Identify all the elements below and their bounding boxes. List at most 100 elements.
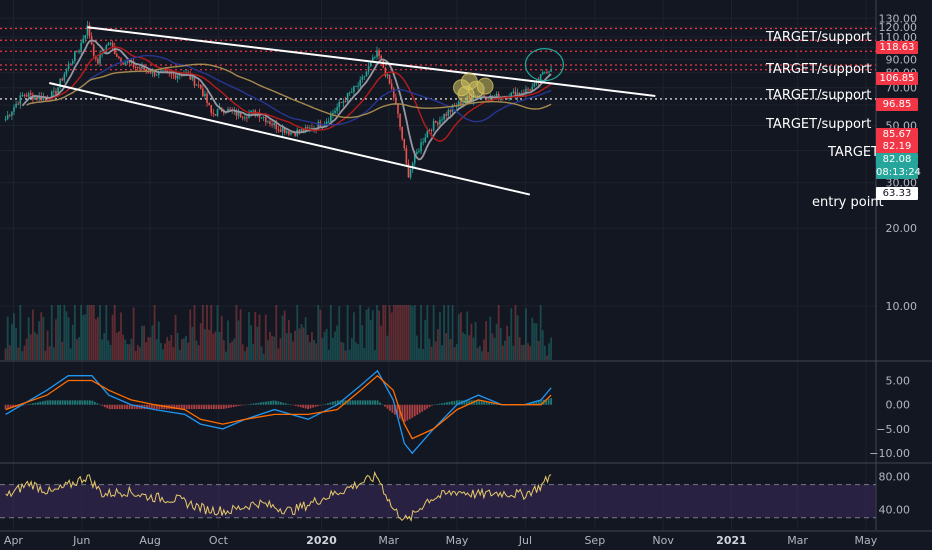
macd-histogram-bar	[274, 400, 277, 405]
price-tag-85: 85.67	[876, 128, 918, 141]
macd-panel	[4, 369, 553, 455]
volume-bar	[57, 305, 59, 360]
macd-histogram-bar	[257, 402, 260, 405]
volume-bar	[86, 305, 89, 360]
volume-bar	[424, 319, 427, 360]
volume-bar	[495, 323, 498, 360]
candle-body	[67, 64, 70, 70]
candle-body	[533, 83, 536, 87]
candle-body	[460, 101, 462, 106]
volume-bar	[218, 331, 221, 360]
macd-histogram-bar	[210, 404, 213, 410]
macd-histogram-bar	[81, 400, 84, 405]
candle-body	[405, 148, 408, 164]
volume-bar	[357, 344, 360, 360]
time-tick-label: Aug	[139, 534, 160, 547]
target-label-5: TARGET	[828, 145, 880, 160]
macd-histogram-bar	[155, 404, 158, 410]
macd-histogram-bar	[128, 404, 131, 410]
countdown-tag: 08:13:24	[876, 166, 921, 179]
macd-histogram-bar	[24, 404, 27, 406]
ma-blue-line	[26, 54, 552, 126]
candle-body	[262, 117, 265, 119]
candle-body	[78, 50, 80, 53]
candle-body	[155, 74, 158, 76]
volume-bar	[426, 305, 429, 360]
volume-bar	[420, 305, 422, 360]
volume-bar	[225, 351, 227, 360]
volume-bar	[359, 305, 362, 360]
macd-histogram-bar	[198, 404, 200, 410]
target-label-3: TARGET/support	[766, 88, 872, 103]
candle-body	[84, 34, 87, 39]
volume-bar	[497, 305, 500, 360]
volume-bar	[443, 305, 446, 360]
volume-bar	[105, 305, 108, 360]
volume-bar	[220, 315, 223, 360]
macd-histogram-bar	[443, 402, 446, 405]
volume-bar	[82, 314, 85, 360]
volume-bar	[97, 317, 99, 360]
volume-bar	[397, 305, 399, 360]
volume-bar	[428, 338, 431, 360]
volume-bar	[529, 346, 532, 360]
macd-histogram-bar	[133, 404, 136, 410]
candle-body	[17, 103, 19, 105]
candle-body	[298, 129, 301, 132]
volume-bar	[17, 347, 20, 360]
candle-body	[548, 71, 550, 73]
price-tag-82: 82.19	[876, 140, 918, 153]
candle-body	[334, 110, 336, 113]
volume-bar	[487, 352, 490, 360]
volume-bar	[308, 342, 311, 360]
candle-body	[485, 97, 487, 101]
candle-body	[546, 71, 548, 73]
volume-bar	[193, 305, 196, 360]
macd-histogram-bar	[364, 400, 367, 405]
volume-bar	[535, 323, 538, 360]
volume-bar	[470, 323, 473, 360]
macd-histogram-bar	[12, 404, 14, 408]
candle-body	[541, 72, 544, 75]
volume-bar	[296, 305, 299, 360]
candle-body	[520, 93, 523, 95]
macd-histogram-bar	[131, 404, 133, 410]
candle-body	[416, 152, 418, 155]
macd-histogram-bar	[230, 404, 233, 408]
macd-histogram-bar	[113, 404, 116, 410]
candle-body	[116, 54, 118, 57]
macd-histogram-bar	[183, 404, 186, 410]
volume-bar	[441, 345, 443, 360]
candle-body	[443, 114, 445, 120]
volume-bar	[508, 336, 511, 360]
volume-bar	[315, 343, 318, 360]
macd-histogram-bar	[478, 400, 481, 405]
macd-histogram-bar	[334, 400, 337, 405]
volume-bar	[367, 307, 370, 360]
volume-bar	[516, 315, 519, 360]
candle-body	[327, 121, 330, 123]
candle-body	[71, 60, 74, 64]
macd-histogram-bar	[175, 404, 178, 410]
candle-body	[76, 51, 78, 53]
volume-bar	[172, 347, 175, 360]
candle-body	[342, 101, 345, 103]
volume-bar	[42, 316, 45, 360]
volume-bar	[304, 317, 307, 360]
volume-bar	[231, 341, 234, 360]
candle-body	[34, 96, 36, 100]
candle-body	[162, 70, 164, 72]
volume-bar	[191, 327, 194, 360]
volume-bar	[6, 316, 9, 360]
macd-histogram-bar	[76, 400, 79, 405]
macd-histogram-bar	[361, 400, 364, 405]
macd-histogram-bar	[307, 404, 310, 410]
candle-body	[285, 131, 288, 133]
volume-bar	[166, 337, 169, 360]
volume-bar	[273, 336, 276, 360]
time-tick-label: Apr	[4, 534, 24, 547]
volume-bar	[187, 342, 190, 360]
volume-bar	[394, 305, 397, 360]
candle-body	[397, 103, 399, 114]
